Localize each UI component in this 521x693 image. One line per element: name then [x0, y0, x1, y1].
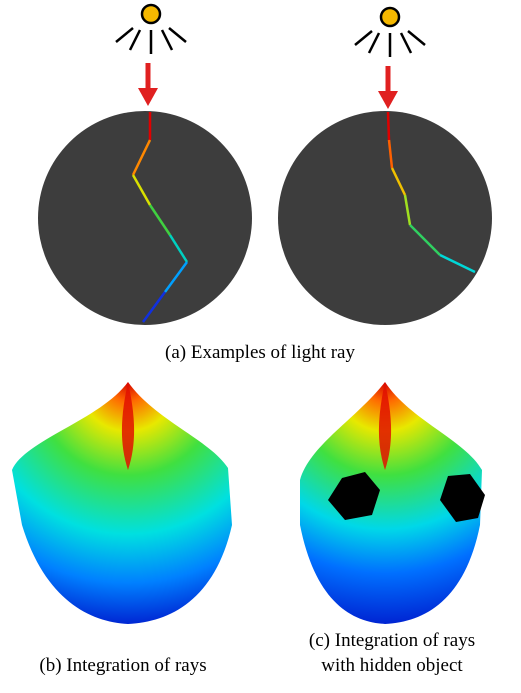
- medium-right: [278, 111, 492, 325]
- page: (a) Examples of light ray (b) Integratio…: [0, 0, 521, 693]
- caption-c: (c) Integration of rays: [309, 630, 475, 651]
- caption-b: (b) Integration of rays: [39, 655, 206, 676]
- medium-left: [38, 111, 252, 325]
- sun-right: [355, 8, 425, 57]
- figure: (a) Examples of light ray (b) Integratio…: [0, 0, 521, 693]
- ray-integration-c: [300, 382, 485, 624]
- sun-left: [116, 5, 186, 54]
- caption-a: (a) Examples of light ray: [165, 342, 355, 363]
- arrow-right: [378, 66, 398, 109]
- caption-c: with hidden object: [321, 655, 463, 676]
- ray-integration-b: [12, 382, 232, 624]
- arrow-left: [138, 63, 158, 106]
